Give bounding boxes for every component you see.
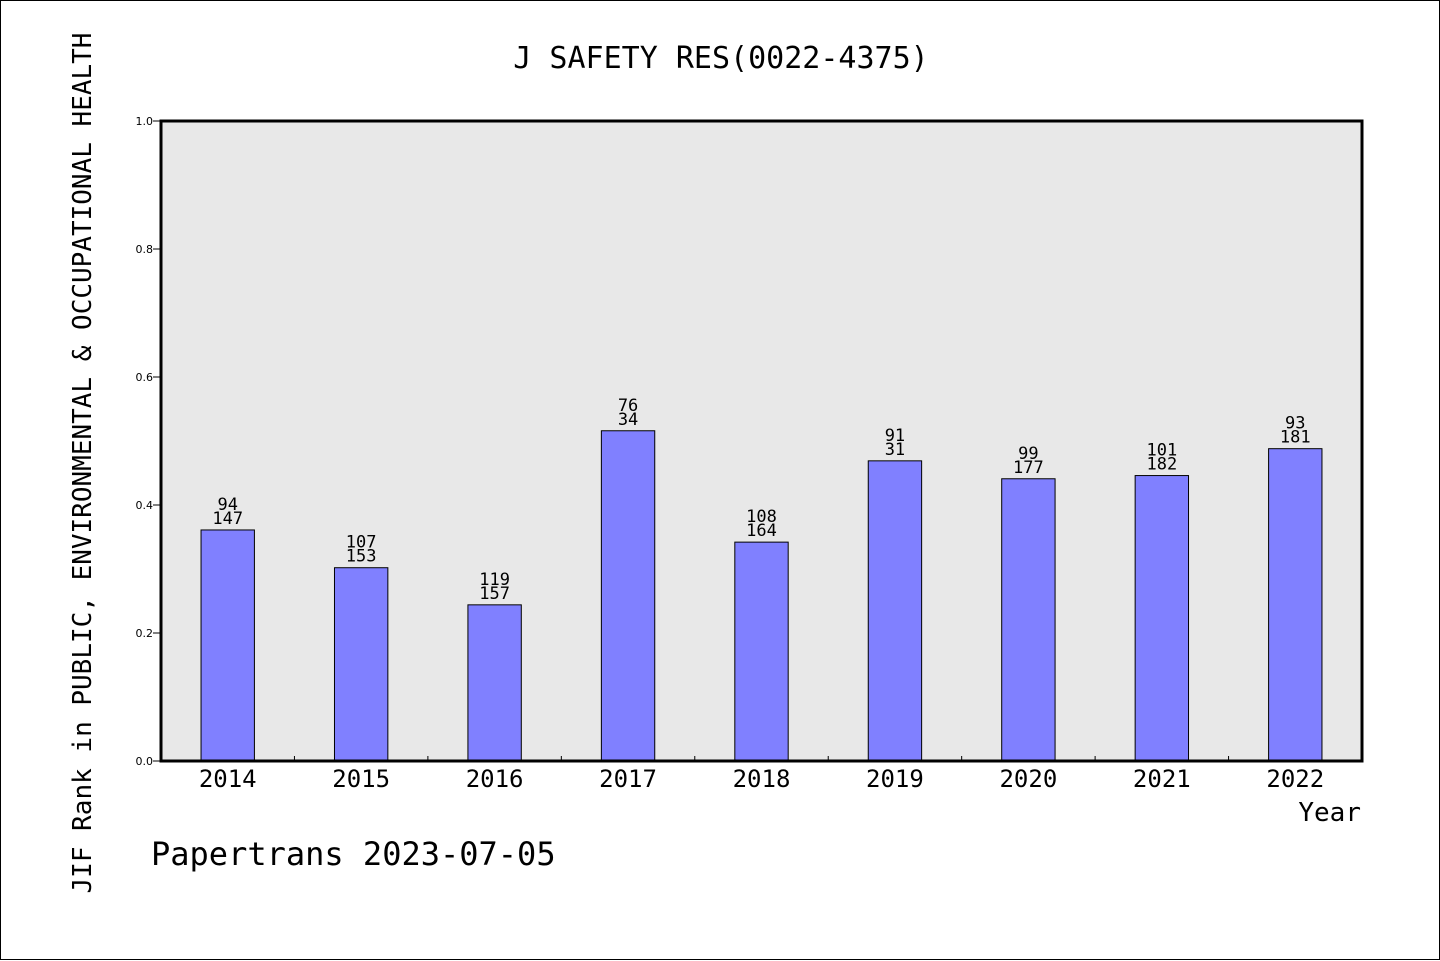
bar-rank-label: 108: [746, 507, 777, 527]
bar-rank-label: 99: [1018, 444, 1038, 464]
bar-2015: [333, 567, 389, 762]
bar-rank-label: 101: [1146, 441, 1177, 461]
bar-total-label: 181: [1280, 428, 1311, 448]
bar-2018: [734, 541, 789, 762]
bar-rank-label: 91: [885, 426, 905, 446]
bar-2016: [467, 604, 522, 762]
x-tick-label: 2014: [199, 765, 257, 793]
bar-2020: [1001, 478, 1056, 762]
y-tick-label: 0.4: [136, 499, 154, 512]
bar-2014: [200, 529, 255, 762]
bar-rank-label: 94: [217, 495, 237, 515]
bar-total-label: 177: [1013, 458, 1044, 478]
bar-total-label: 147: [212, 509, 243, 529]
x-tick-label: 2020: [999, 765, 1057, 793]
bar-rank-label: 93: [1285, 414, 1305, 434]
bar-total-label: 157: [479, 584, 510, 604]
y-tick-label: 0.2: [136, 627, 154, 640]
x-tick-label: 2021: [1133, 765, 1191, 793]
bar-2022: [1268, 448, 1323, 762]
chart-title: J SAFETY RES(0022-4375): [513, 41, 928, 76]
bar-total-label: 153: [346, 547, 377, 567]
bar-2017: [600, 430, 656, 762]
x-tick-label: 2022: [1266, 765, 1324, 793]
bar-series: [200, 430, 1323, 762]
y-axis-label: JIF Rank in PUBLIC, ENVIRONMENTAL & OCCU…: [68, 33, 98, 894]
x-tick-label: 2019: [866, 765, 924, 793]
bar-rank-label: 119: [479, 570, 510, 590]
y-tick-label: 1.0: [136, 115, 154, 128]
bar-total-label: 164: [746, 521, 777, 541]
plot-border: [159, 119, 1364, 763]
y-tick-label: 0.0: [136, 755, 154, 768]
y-tick-label: 0.8: [136, 243, 154, 256]
bar-rank-label: 76: [618, 396, 638, 416]
x-tick-label: 2015: [332, 765, 390, 793]
y-tick-label: 0.6: [136, 371, 154, 384]
x-tick-label: 2017: [599, 765, 657, 793]
bar-total-label: 31: [885, 440, 905, 460]
bar-total-label: 34: [618, 410, 638, 430]
bar-2021: [1134, 475, 1190, 762]
x-axis-label: Year: [1298, 798, 1361, 828]
x-axis-ticks: 2014 2015 2016 2017 2018 2019 2020 2021 2022: [199, 756, 1324, 793]
bar-total-label: 182: [1146, 455, 1177, 475]
footer-credit: Papertrans 2023-07-05: [151, 835, 556, 873]
y-axis-ticks: 0.0 0.2 0.4 0.6 0.8 1.0: [136, 115, 161, 768]
bar-rank-label: 107: [346, 533, 377, 553]
x-tick-label: 2018: [733, 765, 791, 793]
x-tick-label: 2016: [466, 765, 524, 793]
bar-2019: [867, 460, 923, 762]
